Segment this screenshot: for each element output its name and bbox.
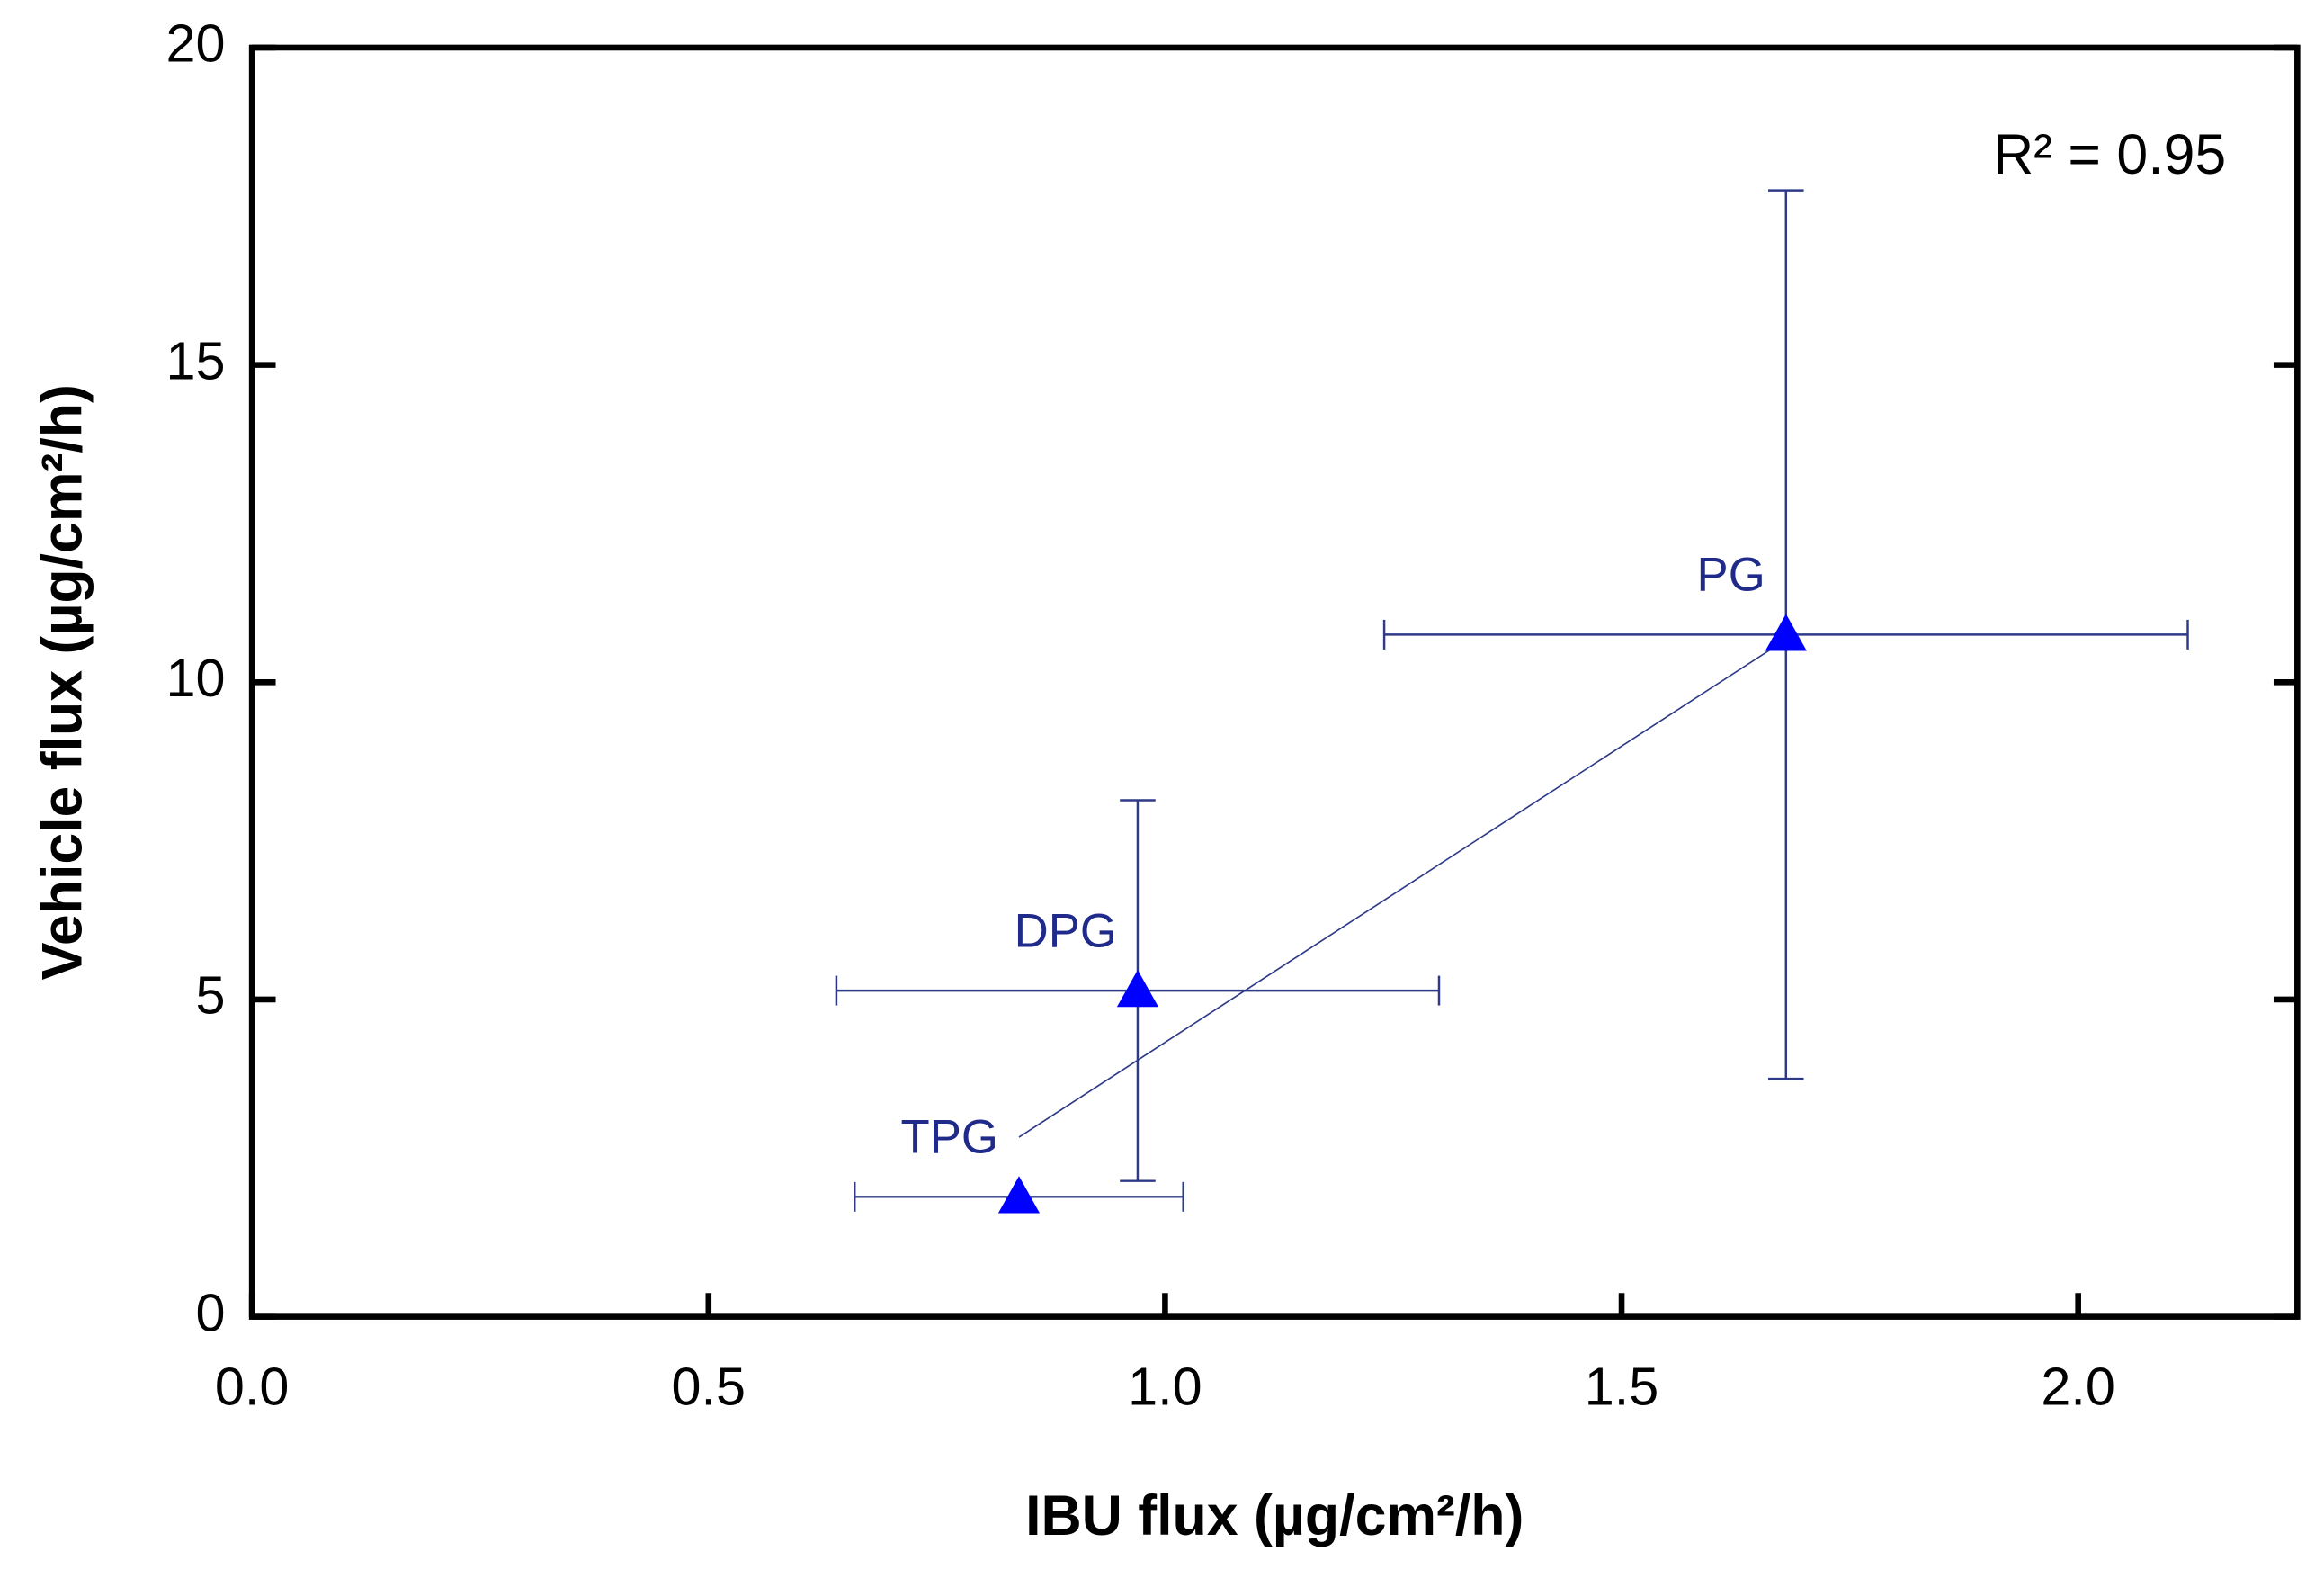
y-tick-label: 15	[166, 330, 226, 390]
y-tick-label: 20	[166, 13, 226, 74]
marker	[997, 1176, 1041, 1214]
marker	[1765, 614, 1807, 651]
x-tick-label: 0.0	[215, 1357, 289, 1417]
annotation: R² = 0.95	[1993, 123, 2226, 186]
y-tick-label: 10	[166, 648, 226, 708]
point-label: TPG	[901, 1111, 998, 1164]
y-tick-label: 0	[195, 1282, 225, 1342]
plot-frame	[248, 44, 2301, 1320]
x-tick-label: 1.5	[1585, 1357, 1658, 1417]
y-tick-label: 5	[195, 965, 225, 1026]
x-tick-label: 0.5	[672, 1357, 746, 1417]
marker	[1116, 970, 1159, 1008]
point-label: PG	[1697, 549, 1765, 602]
fit-line	[1018, 644, 1778, 1138]
point-label: DPG	[1015, 904, 1117, 957]
x-tick-label: 2.0	[2041, 1357, 2114, 1417]
y-axis-title: Vehicle flux (µg/cm²/h)	[31, 384, 94, 980]
x-axis-title: IBU flux (µg/cm²/h)	[1025, 1484, 1524, 1547]
x-tick-label: 1.0	[1128, 1357, 1202, 1417]
